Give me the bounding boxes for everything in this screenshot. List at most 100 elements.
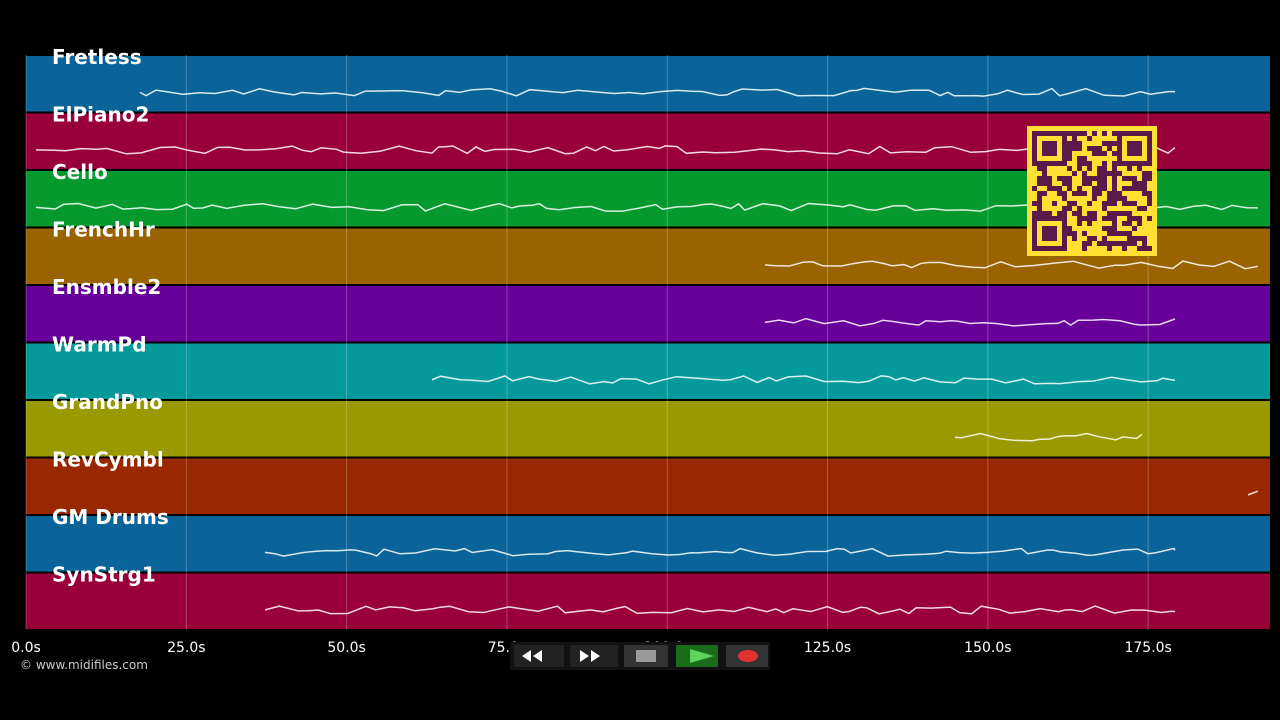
- qr-cell: [1042, 216, 1047, 221]
- qr-cell: [1132, 131, 1137, 136]
- qr-cell: [1117, 146, 1122, 151]
- qr-cell: [1117, 191, 1122, 196]
- track-row: [26, 286, 1270, 342]
- qr-cell: [1072, 211, 1077, 216]
- qr-cell: [1102, 171, 1107, 176]
- track-name: Cello: [52, 160, 108, 184]
- qr-cell: [1032, 161, 1037, 166]
- qr-cell: [1102, 186, 1107, 191]
- note-trace: [264, 605, 1176, 615]
- qr-cell: [1102, 151, 1107, 156]
- qr-cell: [1102, 241, 1107, 246]
- qr-cell: [1052, 151, 1057, 156]
- qr-cell: [1142, 161, 1147, 166]
- qr-cell: [1032, 131, 1037, 136]
- qr-cell: [1122, 246, 1127, 251]
- track-labels: Fretless ElPiano2 Cello FrenchHr Ensmble2 War…: [52, 45, 169, 587]
- qr-cell: [1127, 201, 1132, 206]
- qr-cell: [1107, 141, 1112, 146]
- track-name: ElPiano2: [52, 103, 149, 127]
- qr-cell: [1112, 176, 1117, 181]
- qr-cell: [1137, 246, 1142, 251]
- qr-cell: [1112, 211, 1117, 216]
- qr-cell: [1142, 191, 1147, 196]
- qr-code: [1027, 126, 1157, 256]
- qr-cell: [1042, 191, 1047, 196]
- qr-cell: [1042, 211, 1047, 216]
- x-tick-label: 175.0s: [1124, 640, 1171, 656]
- track-row: [26, 573, 1270, 629]
- qr-cell: [1132, 236, 1137, 241]
- qr-cell: [1117, 136, 1122, 141]
- qr-cell: [1072, 236, 1077, 241]
- qr-cell: [1032, 146, 1037, 151]
- qr-cell: [1062, 226, 1067, 231]
- qr-cell: [1107, 146, 1112, 151]
- qr-cell: [1122, 211, 1127, 216]
- qr-cell: [1137, 166, 1142, 171]
- note-trace: [139, 87, 1175, 97]
- stop-button[interactable]: [624, 645, 668, 667]
- qr-cell: [1067, 146, 1072, 151]
- qr-cell: [1067, 231, 1072, 236]
- qr-cell: [1127, 141, 1132, 146]
- qr-cell: [1047, 141, 1052, 146]
- qr-cell: [1032, 186, 1037, 191]
- qr-cell: [1132, 226, 1137, 231]
- qr-cell: [1072, 191, 1077, 196]
- qr-cell: [1142, 246, 1147, 251]
- qr-cell: [1137, 216, 1142, 221]
- qr-cell: [1142, 241, 1147, 246]
- qr-cell: [1057, 176, 1062, 181]
- qr-cell: [1147, 171, 1152, 176]
- qr-cell: [1037, 216, 1042, 221]
- track-row: [26, 401, 1270, 457]
- note-trace: [954, 432, 1143, 442]
- qr-cell: [1102, 206, 1107, 211]
- qr-cell: [1042, 146, 1047, 151]
- qr-cell: [1082, 161, 1087, 166]
- qr-cell: [1062, 241, 1067, 246]
- qr-cell: [1097, 171, 1102, 176]
- qr-cell: [1117, 156, 1122, 161]
- x-tick-label: 25.0s: [167, 640, 205, 656]
- qr-cell: [1122, 221, 1127, 226]
- qr-cell: [1117, 151, 1122, 156]
- grid: [25, 55, 1149, 630]
- qr-cell: [1062, 156, 1067, 161]
- track-name: GrandPno: [52, 390, 163, 414]
- qr-cell: [1042, 176, 1047, 181]
- rewind-button[interactable]: [514, 645, 564, 667]
- qr-cell: [1087, 236, 1092, 241]
- track-name: RevCymbl: [52, 448, 164, 472]
- qr-cell: [1037, 206, 1042, 211]
- qr-cell: [1082, 231, 1087, 236]
- play-button[interactable]: [676, 645, 718, 667]
- qr-cell: [1077, 141, 1082, 146]
- qr-cell: [1037, 211, 1042, 216]
- qr-cell: [1047, 181, 1052, 186]
- qr-cell: [1077, 186, 1082, 191]
- qr-cell: [1102, 226, 1107, 231]
- record-button[interactable]: [726, 645, 768, 667]
- qr-cell: [1077, 166, 1082, 171]
- qr-cell: [1142, 206, 1147, 211]
- qr-cell: [1117, 231, 1122, 236]
- qr-cell: [1137, 186, 1142, 191]
- qr-cell: [1107, 211, 1112, 216]
- qr-cell: [1062, 216, 1067, 221]
- qr-cell: [1052, 141, 1057, 146]
- qr-cell: [1037, 246, 1042, 251]
- qr-cell: [1097, 191, 1102, 196]
- qr-cell: [1082, 191, 1087, 196]
- qr-cell: [1147, 156, 1152, 161]
- qr-cell: [1067, 176, 1072, 181]
- qr-cell: [1142, 131, 1147, 136]
- qr-cell: [1032, 221, 1037, 226]
- qr-cell: [1072, 201, 1077, 206]
- qr-cell: [1112, 221, 1117, 226]
- fast-forward-button[interactable]: [570, 645, 618, 667]
- qr-cell: [1117, 161, 1122, 166]
- qr-cell: [1127, 151, 1132, 156]
- qr-cell: [1097, 241, 1102, 246]
